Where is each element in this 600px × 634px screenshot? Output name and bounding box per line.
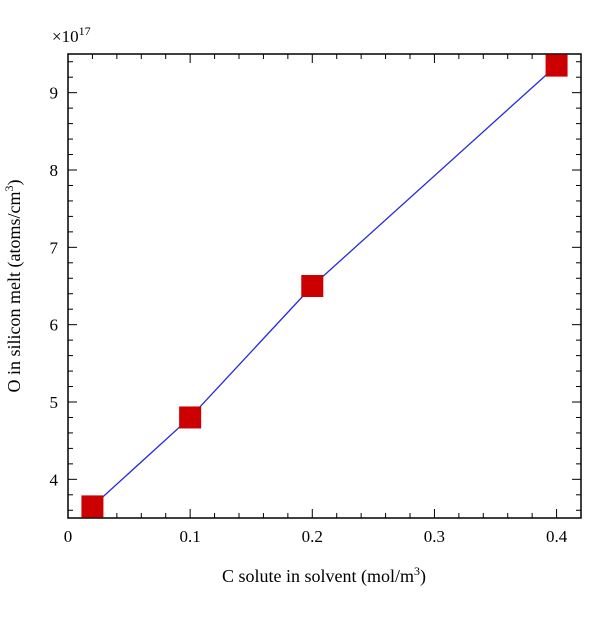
- y-axis-title-end: ): [4, 180, 25, 186]
- data-point-marker: [301, 275, 324, 297]
- x-axis-title: C solute in solvent (mol/m3): [222, 564, 426, 587]
- y-scale-exponent: 17: [79, 24, 91, 38]
- x-axis-title-sup: 3: [414, 564, 420, 578]
- y-axis-title-sup: 3: [2, 186, 16, 192]
- y-scale-base: ×10: [52, 27, 79, 46]
- y-axis-title-main: O in silicon melt (atoms/cm: [4, 192, 25, 393]
- y-tick-label: 5: [50, 393, 59, 412]
- plot-frame: [67, 53, 582, 519]
- x-tick-label: 0.3: [424, 527, 445, 546]
- x-tick-label: 0.4: [546, 527, 568, 546]
- y-tick-label: 7: [50, 238, 59, 257]
- x-axis-ticks: 0 0.1 0.2 0.3 0.4: [64, 54, 582, 546]
- data-point-marker: [545, 54, 568, 77]
- x-tick-label: 0.2: [302, 527, 323, 546]
- y-tick-label: 8: [50, 161, 59, 180]
- x-tick-label: 0: [64, 527, 73, 546]
- series-layer: [81, 54, 568, 518]
- series-line: [91, 65, 558, 507]
- y-tick-label: 9: [50, 84, 59, 103]
- x-axis-title-end: ): [420, 566, 426, 587]
- y-tick-label: 4: [50, 470, 59, 489]
- x-axis-title-main: C solute in solvent (mol/m: [222, 566, 414, 587]
- y-axis-title: O in silicon melt (atoms/cm3): [2, 180, 25, 393]
- data-point-marker: [179, 406, 202, 429]
- y-axis-ticks: 4 5 6 7 8 9: [50, 61, 581, 511]
- y-tick-label: 6: [50, 316, 59, 335]
- y-scale-factor: ×1017: [52, 24, 91, 46]
- x-tick-label: 0.1: [180, 527, 201, 546]
- data-point-marker: [81, 495, 104, 518]
